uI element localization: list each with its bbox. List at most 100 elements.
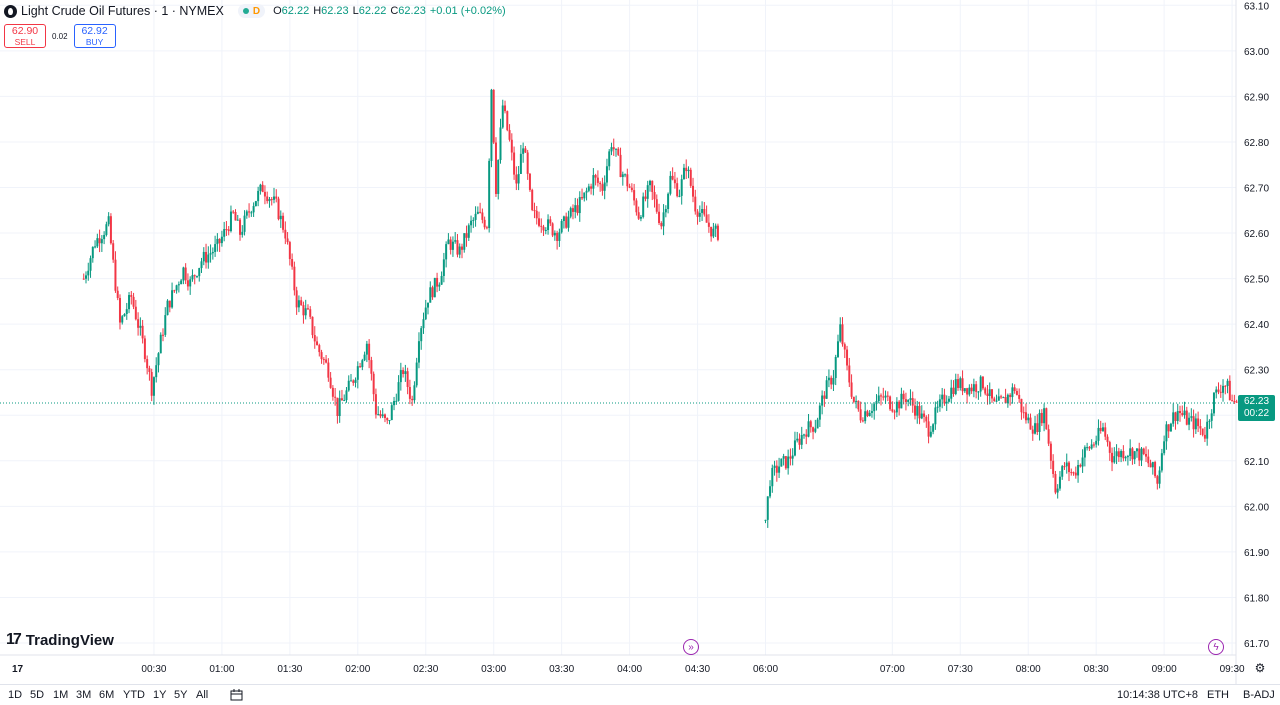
candle-body [925,416,928,422]
candle-body [164,315,167,335]
price-chart[interactable]: 63.10 63.00 62.90 62.80 62.70 62.60 62.50 62.40… [0,0,1280,684]
candle-body [1015,390,1018,395]
candle-body [116,290,119,298]
candle-body [771,467,774,487]
candle-body [870,411,873,413]
candle-body [558,232,561,241]
candle-body [146,359,149,369]
timeframe-ytd[interactable]: YTD [123,689,145,701]
timeframe-1m[interactable]: 1M [53,689,69,701]
candle-body [934,407,937,425]
candle-body [585,190,588,193]
candle-body [485,227,488,229]
candle-body [1104,427,1107,437]
data-status-badge: D [252,5,261,17]
candle-body [270,199,273,201]
price-tick-label: 62.90 [1244,92,1269,103]
timeframe-5y[interactable]: 5Y [174,689,188,701]
time-tick-label: 01:00 [209,664,234,675]
candle-body [818,405,821,420]
candle-body [950,387,953,399]
candle-body [1183,410,1186,416]
candle-body [1117,451,1120,458]
candle-body [1151,462,1154,468]
candle-body [470,220,473,226]
symbol-logo-icon[interactable] [4,4,17,18]
candle-body [152,377,155,396]
time-axis[interactable]: 17 00:30 01:00 01:30 02:00 02:30 03:00 03:30 04:… [12,664,1280,675]
candle-body [997,396,1000,401]
candle-body [309,309,312,317]
symbol-title[interactable]: Light Crude Oil Futures · 1 · NYMEX [21,4,224,18]
candle-body [454,240,457,242]
candle-body [707,222,710,227]
session-break-icon[interactable]: » [683,639,699,655]
candle-body [621,174,624,178]
candle-body [1206,421,1209,439]
candle-body [1072,472,1075,474]
candle-body [241,231,244,235]
candle-body [868,412,871,417]
candle-body [105,224,108,235]
session-toggle[interactable]: ETH [1207,689,1229,701]
candle-body [1056,488,1059,493]
candle-body [941,394,944,400]
candle-body [979,376,982,392]
candle-body [551,223,554,236]
candle-body [716,225,719,240]
candle-body [1167,424,1170,432]
candle-body [662,212,665,227]
timeframe-1y[interactable]: 1Y [153,689,167,701]
candle-body [1111,452,1114,463]
candle-body [239,219,242,235]
candle-body [565,216,568,228]
candle-body [137,319,140,328]
timeframe-5d[interactable]: 5D [30,689,45,701]
timeframe-6m[interactable]: 6M [99,689,115,701]
candle-body [619,154,622,178]
candle-body [445,244,448,260]
time-tick-label: 08:30 [1084,664,1109,675]
candle-body [1049,443,1052,461]
settings-gear-icon[interactable]: ⚙ [1254,661,1266,675]
candle-body [139,325,142,328]
candle-body [272,196,275,200]
adjustment-toggle[interactable]: B-ADJ [1243,689,1275,701]
candle-body [118,297,121,323]
candle-body [916,405,919,416]
candle-body [368,343,371,361]
timeframe-all[interactable]: All [196,689,209,701]
candle-body [517,173,520,184]
candle-body [812,427,815,432]
candle-body [463,233,466,250]
candle-body [300,300,303,306]
candle-body [923,413,926,417]
candle-body [209,253,212,255]
candle-body [440,275,443,285]
candle-body [655,199,658,212]
clock-timezone[interactable]: 10:14:38 UTC+8 [1117,689,1199,701]
tradingview-logo[interactable]: 17 TradingView [6,631,114,649]
candle-body [449,239,452,250]
candle-body [232,211,235,213]
candle-body [775,465,778,473]
timeframe-1d[interactable]: 1D [8,689,23,701]
buy-button[interactable]: 62.92 BUY [73,24,116,48]
candle-body [1149,463,1152,468]
sell-button[interactable]: 62.90 SELL [4,24,46,48]
candle-body [644,196,647,199]
candle-body [155,365,158,378]
candle-body [1138,448,1141,461]
candle-body [648,180,651,186]
price-axis[interactable]: 63.10 63.00 62.90 62.80 62.70 62.60 62.50 62.40… [1244,1,1269,650]
candle-body [1233,400,1236,402]
lightning-icon[interactable]: ϟ [1208,639,1224,655]
candle-body [302,305,305,316]
candle-body [395,400,398,402]
timeframe-3m[interactable]: 3M [76,689,92,701]
candle-body [1122,451,1125,459]
candle-body [1199,426,1202,429]
candle-body [390,405,393,420]
date-range-icon[interactable] [229,688,245,702]
market-status[interactable]: D [237,4,266,18]
